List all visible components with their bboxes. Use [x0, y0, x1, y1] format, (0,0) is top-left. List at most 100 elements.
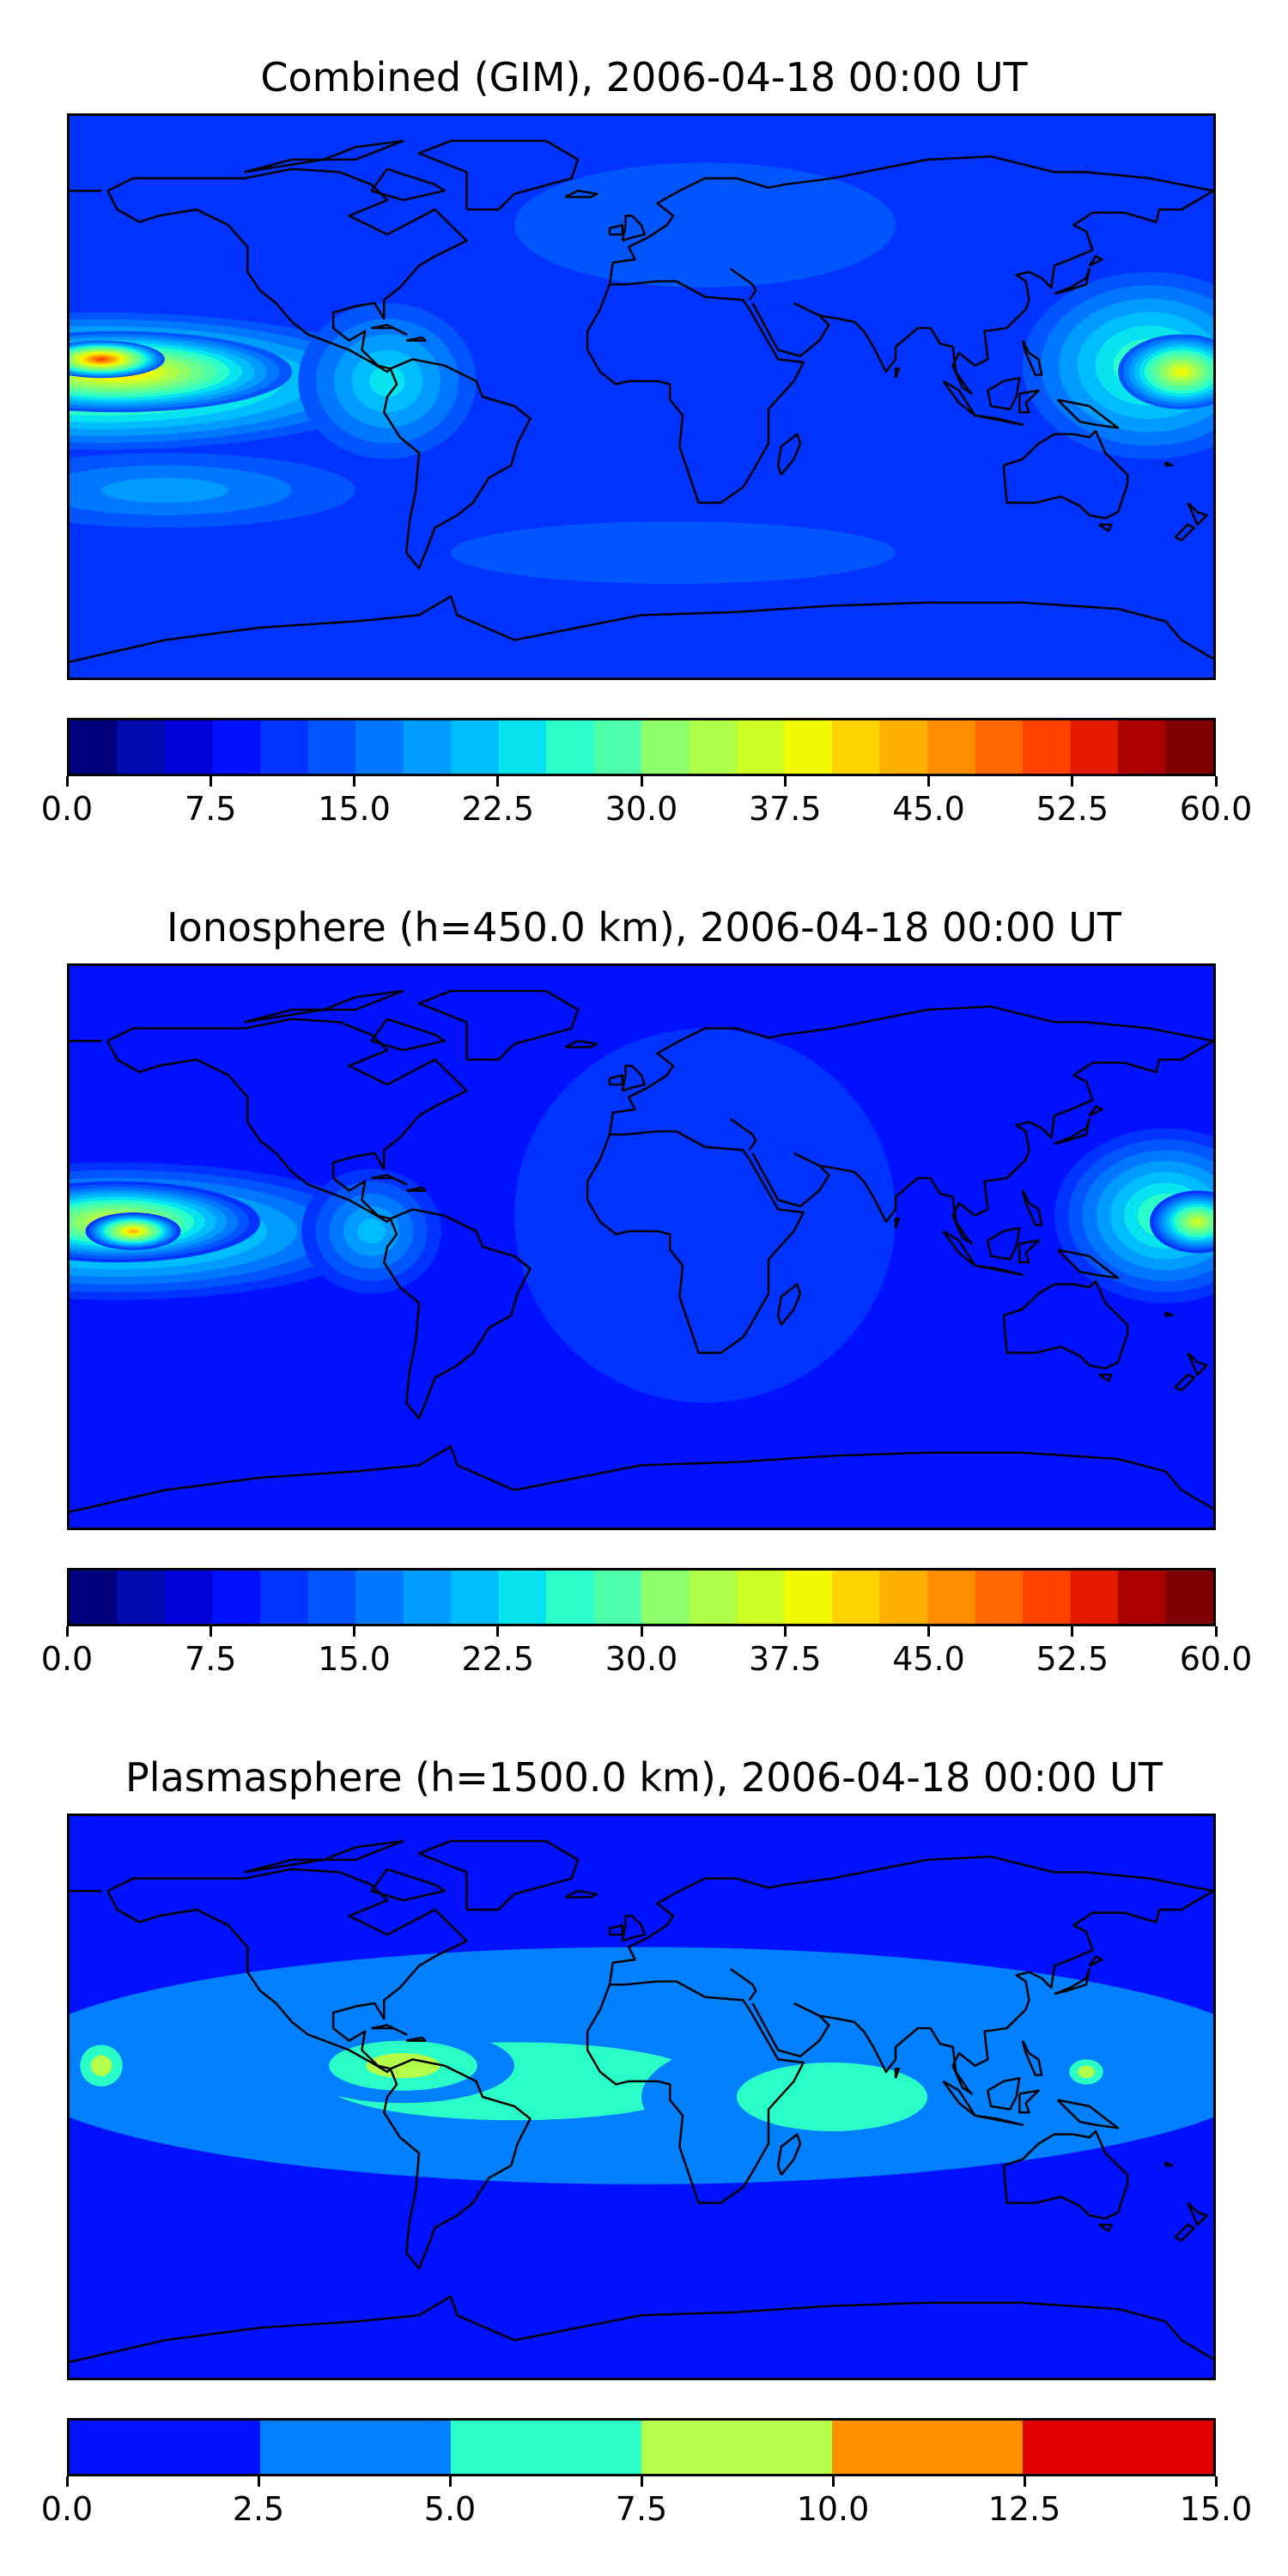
coastline: [894, 1218, 900, 1229]
colorbar-tick-label: 7.5: [615, 2490, 668, 2528]
coastline: [1002, 429, 1129, 519]
coastline: [621, 215, 646, 242]
colorbar-tick-mark: [927, 1626, 930, 1637]
colorbar-segment: [784, 1571, 833, 1624]
colorbar-tick-mark: [640, 776, 643, 787]
coastline: [1164, 461, 1174, 467]
colorbar-tick-label: 45.0: [892, 1640, 965, 1678]
coastline: [383, 2058, 532, 2270]
coastline: [371, 1174, 408, 1186]
colorbar-segment: [1023, 720, 1072, 774]
coastline: [751, 1151, 830, 1208]
colorbar-segment: [546, 720, 595, 774]
colorbar-segment: [355, 720, 404, 774]
colorbar-segment: [403, 1571, 452, 1624]
coastline: [1054, 267, 1091, 295]
colorbar-tick-mark: [496, 776, 500, 787]
colorbar-tick-label: 45.0: [892, 790, 965, 828]
coastline: [1098, 2223, 1113, 2233]
colorbar-segment: [307, 1571, 356, 1624]
colorbar-segment: [165, 1571, 214, 1624]
colorbar-segment: [498, 1571, 547, 1624]
colorbar-tick-label: 7.5: [185, 1640, 237, 1678]
colorbar-tick-label: 0.0: [40, 790, 94, 828]
colorbar-tick-mark: [783, 776, 787, 787]
colorbar-tick-mark: [640, 2476, 643, 2487]
field-contour: [90, 2055, 112, 2076]
colorbar-tick-mark: [353, 776, 355, 787]
coastline: [1187, 1352, 1208, 1376]
colorbar-tick-mark: [1023, 2476, 1026, 2487]
coastline: [894, 368, 900, 379]
colorbar-tick-label: 5.0: [423, 2490, 477, 2528]
colorbar-segment: [307, 720, 356, 774]
field-contour: [357, 1218, 386, 1244]
colorbar-tick-label: 30.0: [605, 790, 678, 828]
colorbar-tick-mark: [353, 1626, 355, 1637]
colorbar-tick-label: 60.0: [1179, 1640, 1253, 1678]
colorbar-segment: [975, 1571, 1024, 1624]
coastline: [417, 1839, 580, 1911]
field-contour: [514, 1028, 896, 1403]
colorbar-tick-mark: [1071, 776, 1074, 787]
coastline: [1002, 2129, 1129, 2220]
coastline: [776, 433, 802, 476]
coastline: [383, 358, 532, 570]
coastline: [1174, 523, 1196, 542]
colorbar-tick-mark: [1214, 776, 1218, 787]
colorbar-segment: [451, 720, 500, 774]
coastline: [1054, 1967, 1091, 1996]
colorbar-svg-plasmasphere: [70, 2421, 1213, 2474]
colorbar-segment: [641, 2421, 833, 2474]
coastline: [106, 1868, 468, 2074]
coastline: [987, 1226, 1021, 1261]
colorbar-tick-mark: [257, 2476, 260, 2487]
colorbar-tick-mark: [209, 1626, 212, 1637]
coastline: [106, 1018, 468, 1224]
coastline: [751, 2002, 830, 2058]
colorbar-segment: [260, 2421, 452, 2474]
colorbar-segment: [832, 1571, 881, 1624]
panel-title-combined: Combined (GIM), 2006-04-18 00:00 UT: [260, 54, 1028, 100]
colorbar-segment: [641, 1571, 690, 1624]
colorbar-segment: [1070, 1571, 1119, 1624]
colorbar-tick-label: 60.0: [1179, 790, 1253, 828]
colorbar-tick-label: 15.0: [318, 1640, 391, 1678]
colorbar-plasmasphere: [67, 2418, 1216, 2476]
coastline: [586, 1130, 805, 1354]
field-contour: [97, 358, 106, 361]
coastline: [776, 2133, 802, 2176]
colorbar-tick-label: 12.5: [987, 2490, 1061, 2528]
colorbar-segment: [927, 1571, 976, 1624]
colorbar-tick-label: 22.5: [461, 1640, 535, 1678]
coastline: [729, 268, 757, 301]
colorbar-segment: [689, 720, 738, 774]
coastline: [1164, 2161, 1174, 2167]
colorbar-segment: [927, 720, 976, 774]
colorbar-tick-mark: [783, 1626, 787, 1637]
coastline: [1174, 1373, 1196, 1392]
map-combined: [67, 113, 1216, 680]
colorbar-tick-label: 37.5: [748, 1640, 822, 1678]
coastline: [608, 155, 1213, 285]
colorbar-tick-label: 30.0: [605, 1640, 678, 1678]
panel-title-plasmasphere: Plasmasphere (h=1500.0 km), 2006-04-18 0…: [125, 1754, 1163, 1801]
coastline: [70, 595, 1213, 664]
panel-title-ionosphere: Ionosphere (h=450.0 km), 2006-04-18 00:0…: [167, 904, 1121, 951]
colorbar-tick-mark: [496, 1626, 500, 1637]
field-contour: [369, 365, 405, 397]
colorbar-segment: [212, 1571, 261, 1624]
map-ionosphere: [67, 963, 1216, 1530]
colorbar-segment: [70, 2421, 261, 2474]
colorbar-segment: [593, 720, 642, 774]
coastline: [818, 1890, 1213, 2095]
coastline: [371, 324, 408, 336]
coastline: [1056, 2099, 1120, 2129]
colorbar-tick-mark: [65, 2476, 69, 2487]
coastline: [729, 1968, 757, 2002]
colorbar-segment: [403, 720, 452, 774]
colorbar-tick-label: 10.0: [796, 2490, 870, 2528]
coastline: [1018, 2089, 1040, 2114]
coastline: [1018, 389, 1040, 414]
colorbar-segment: [1070, 720, 1119, 774]
